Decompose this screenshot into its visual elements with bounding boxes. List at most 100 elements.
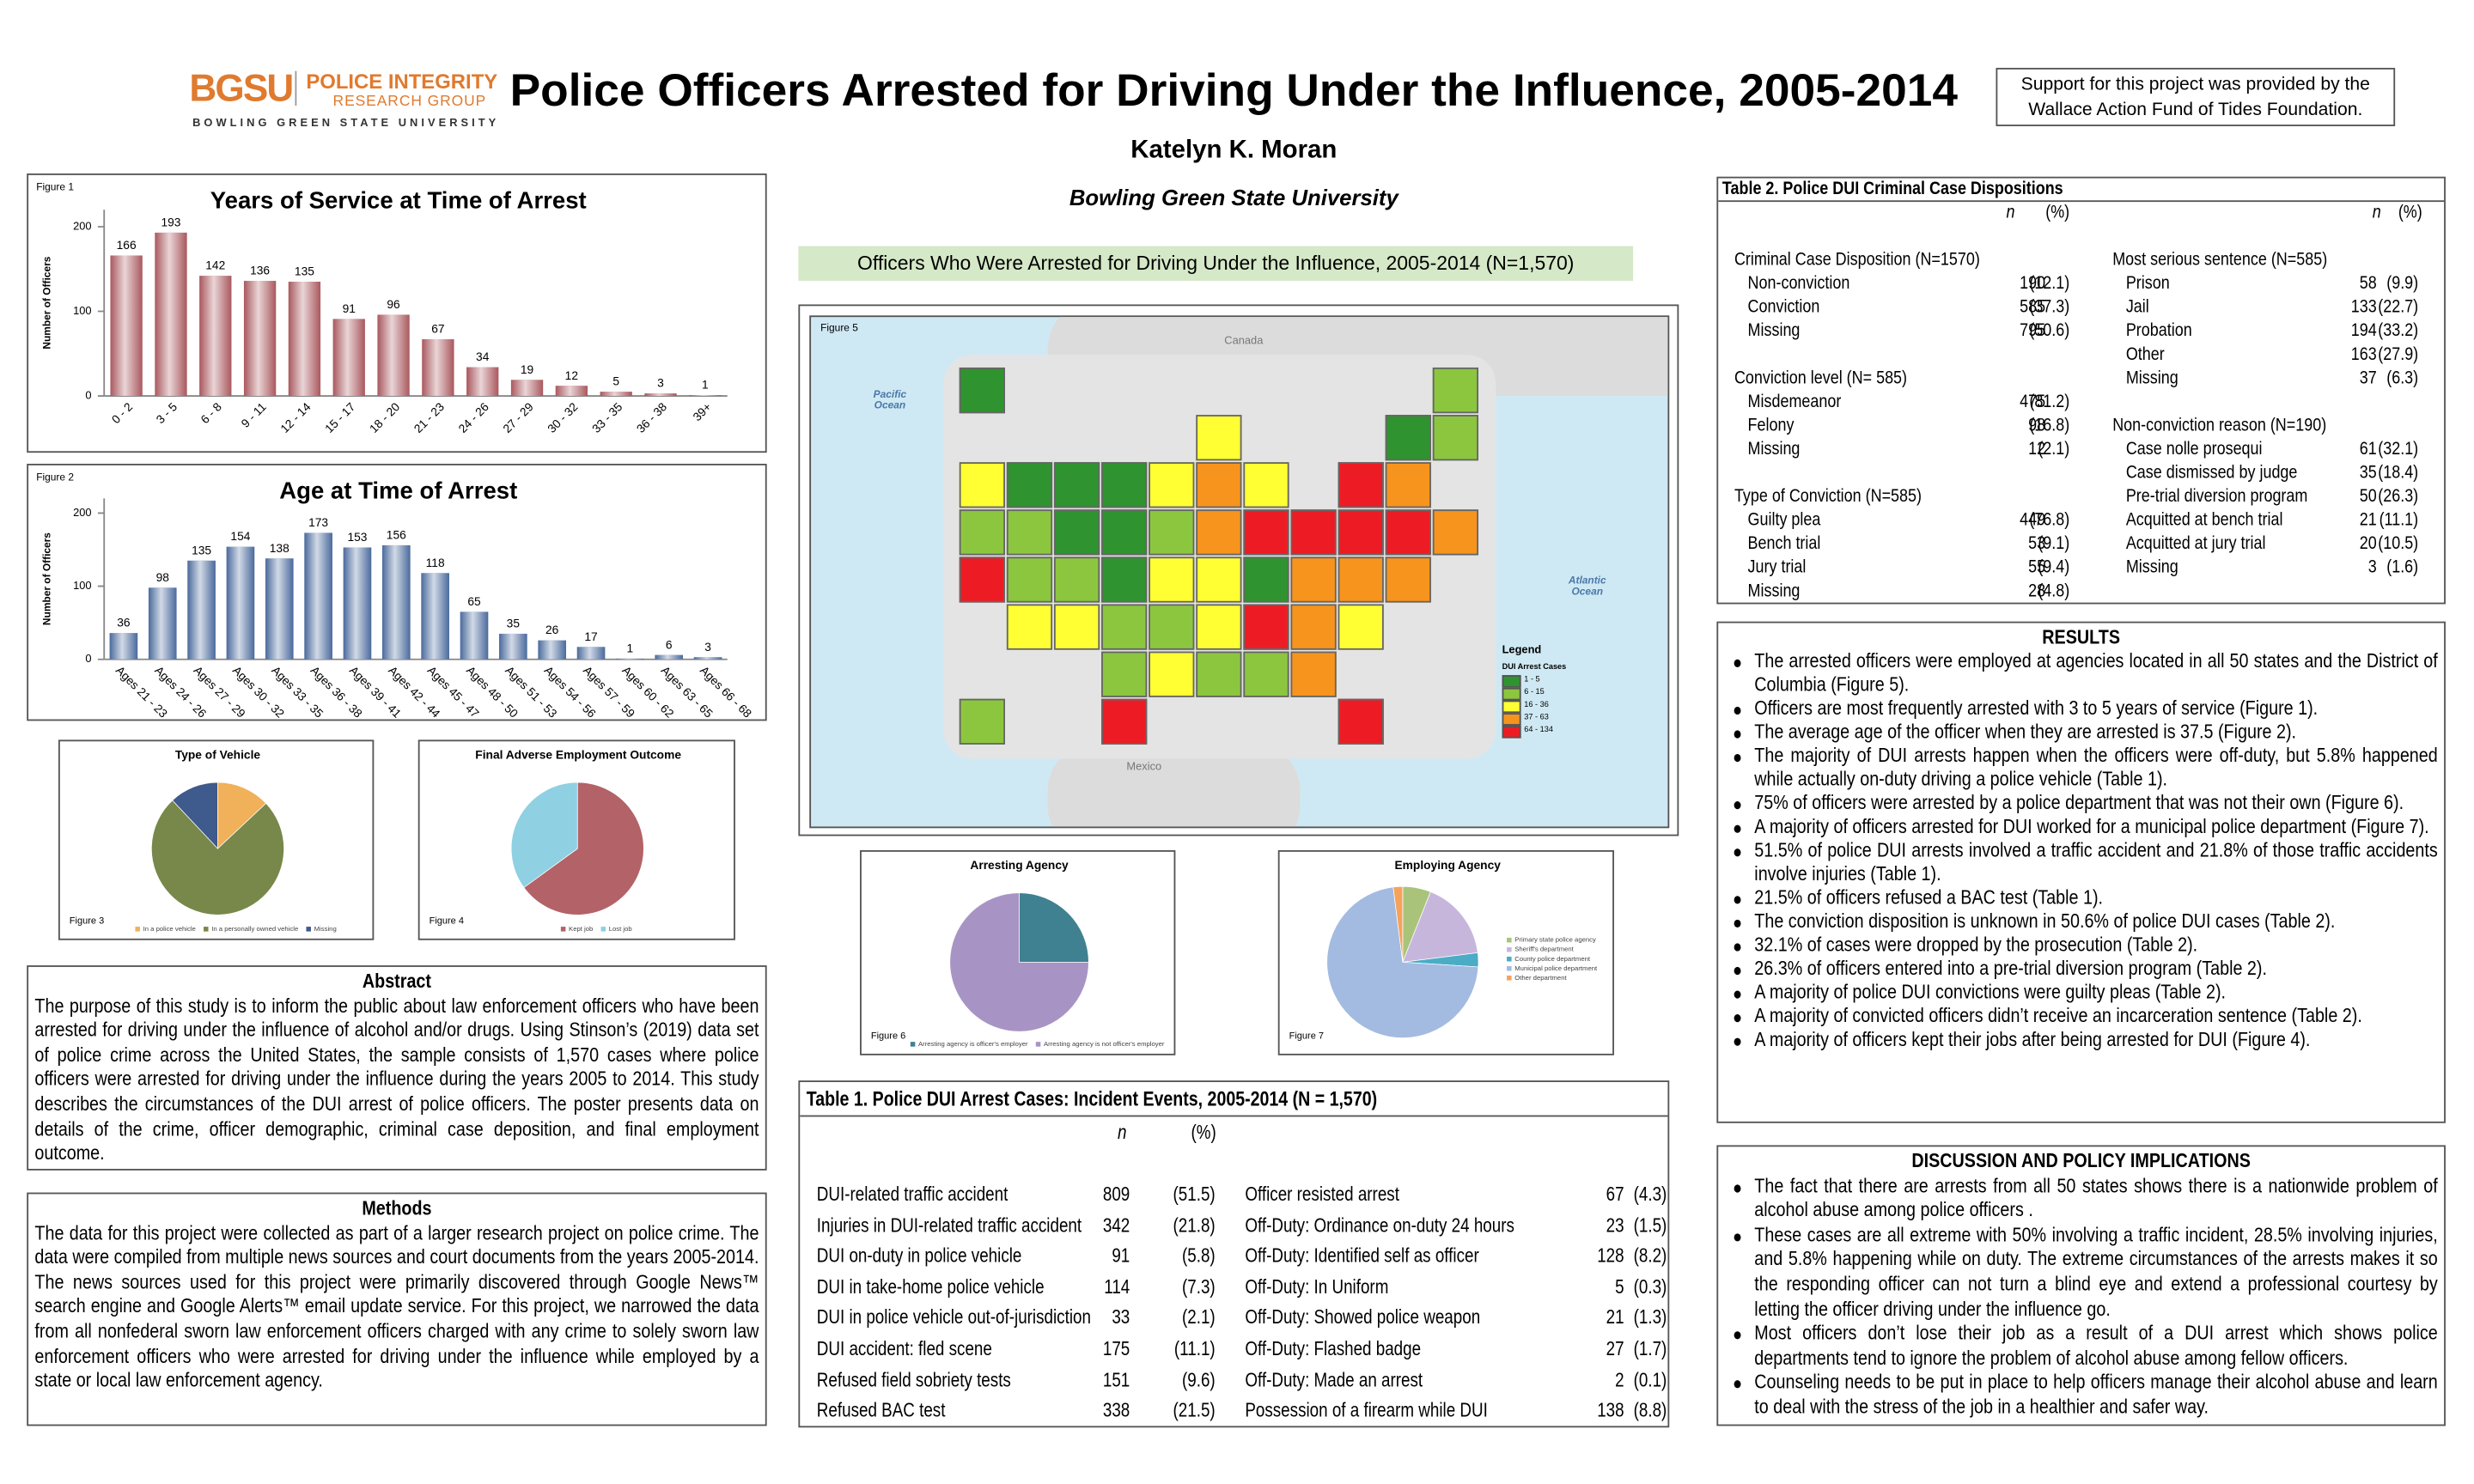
- bar-highlight: [600, 392, 632, 397]
- paragraph: The purpose of this study is to inform t…: [34, 994, 759, 1165]
- legend-label: Missing: [314, 925, 337, 933]
- count: 53: [2028, 534, 2046, 554]
- percent: (81.2): [2029, 392, 2070, 412]
- count: 3: [2367, 558, 2377, 578]
- count: 190: [2020, 274, 2046, 294]
- x-tick-label: 21 - 23: [411, 400, 447, 435]
- count: 98: [2028, 416, 2046, 435]
- bar-highlight: [421, 573, 449, 660]
- state-tile: [1243, 651, 1289, 697]
- row-label: DUI in police vehicle out-of-jurisdictio…: [816, 1306, 1091, 1329]
- bar-highlight: [510, 380, 544, 397]
- state-tile: [1196, 556, 1242, 603]
- state-tile: [1290, 509, 1337, 556]
- row-label: Jail: [2125, 298, 2149, 318]
- y-tick-label: 100: [73, 304, 91, 317]
- x-tick-label: 9 - 11: [239, 400, 269, 430]
- row-label: Off-Duty: Flashed badge: [1245, 1337, 1422, 1360]
- section-heading: RESULTS: [2042, 626, 2121, 648]
- value-label: 96: [387, 298, 400, 311]
- percent: (50.6): [2029, 321, 2070, 341]
- value-label: 36: [117, 617, 131, 629]
- percent: (4.8): [2038, 581, 2070, 601]
- pie-slice: [949, 892, 1089, 1032]
- state-tile: [1101, 604, 1148, 650]
- bar-highlight: [460, 611, 489, 660]
- column-header: n: [2006, 203, 2015, 222]
- row-label: Missing: [2125, 368, 2178, 388]
- legend-swatch: [1507, 976, 1512, 981]
- count: 809: [1102, 1183, 1130, 1206]
- bar-highlight: [377, 314, 410, 397]
- section-heading: DISCUSSION AND POLICY IMPLICATIONS: [1911, 1149, 2251, 1172]
- row-label: Injuries in DUI-related traffic accident: [816, 1213, 1082, 1237]
- legend-swatch: [1507, 937, 1512, 943]
- value-label: 136: [250, 265, 270, 277]
- count: 114: [1104, 1275, 1130, 1298]
- count: 449: [2020, 511, 2046, 531]
- x-tick-label: 24 - 26: [456, 400, 491, 435]
- state-tile: [1196, 509, 1242, 556]
- value-label: 91: [343, 302, 356, 315]
- state-tile: [959, 698, 1006, 745]
- row-label: Possession of a firearm while DUI: [1245, 1399, 1488, 1422]
- y-tick-label: 0: [85, 652, 91, 665]
- figure-box: Employing Agency Figure 7 Primary state po…: [1277, 850, 1614, 1055]
- state-tile: [1101, 509, 1148, 556]
- group-heading: Criminal Case Disposition (N=1570): [1734, 251, 1980, 271]
- column-header: (%): [2398, 203, 2422, 222]
- bar-highlight: [644, 393, 677, 397]
- value-label: 3: [657, 377, 664, 390]
- count: 23: [1606, 1213, 1624, 1237]
- x-tick-label: 36 - 38: [634, 400, 669, 435]
- row-label: Missing: [1747, 581, 1801, 601]
- pie-chart: Final Adverse Employment Outcome Figure 4…: [430, 748, 682, 933]
- count: 342: [1102, 1213, 1130, 1237]
- value-label: 153: [347, 531, 367, 544]
- state-tile: [1432, 367, 1479, 414]
- figure-label: Figure 6: [871, 1031, 905, 1042]
- column-header: (%): [2045, 203, 2070, 222]
- value-label: 193: [161, 216, 180, 229]
- methods-box: Methods The data for this project were co…: [27, 1192, 767, 1426]
- state-tile: [1149, 462, 1195, 508]
- figure-box: Figure 2 Age at Time of Arrest Number of O…: [27, 464, 767, 721]
- percent: (9.1): [2038, 534, 2070, 554]
- value-label: 173: [308, 516, 328, 529]
- count: 133: [2350, 298, 2377, 318]
- bullet: These cases are all extreme with 50% inv…: [1725, 1224, 2438, 1323]
- count: 33: [1112, 1306, 1130, 1329]
- percent: (6.3): [2386, 368, 2419, 388]
- y-tick-label: 0: [85, 388, 91, 401]
- legend-swatch: [910, 1042, 916, 1047]
- pie-slice: [1402, 891, 1478, 963]
- row-label: Officer resisted arrest: [1245, 1183, 1399, 1206]
- pie-slice: [1392, 885, 1404, 963]
- bar-highlight: [689, 395, 722, 397]
- bullet: The conviction disposition is unknown in…: [1725, 910, 2438, 934]
- table1-box: Table 1. Police DUI Arrest Cases: Incide…: [798, 1080, 1670, 1428]
- logo-mark: BGSU: [189, 67, 294, 111]
- table2-content: Table 2. Police DUI Criminal Case Dispos…: [1718, 179, 2445, 603]
- legend-label: Lost job: [609, 925, 632, 933]
- state-tile: [1196, 462, 1242, 508]
- author: Katelyn K. Moran: [1130, 137, 1338, 165]
- count: 91: [1112, 1244, 1130, 1268]
- state-tile: [959, 509, 1006, 556]
- percent: (1.6): [2386, 558, 2419, 578]
- x-tick-label: 27 - 29: [501, 400, 536, 435]
- figure-label: Figure 2: [36, 471, 74, 484]
- count: 21: [1606, 1306, 1624, 1329]
- row-label: Prison: [2125, 274, 2170, 294]
- row-label: Missing: [1747, 440, 1801, 459]
- y-axis-title: Number of Officers: [40, 532, 52, 625]
- legend-label: Municipal police department: [1514, 964, 1598, 972]
- row-label: Non-conviction: [1747, 274, 1850, 294]
- value-label: 5: [612, 375, 619, 388]
- percent: (2.1): [1181, 1306, 1216, 1329]
- row-label: Misdemeanor: [1747, 392, 1842, 412]
- table-caption: Table 2. Police DUI Criminal Case Dispos…: [1721, 179, 2063, 199]
- pie-chart: Arresting Agency Figure 6 Arresting agency…: [871, 859, 1165, 1048]
- percent: (9.6): [1181, 1368, 1216, 1391]
